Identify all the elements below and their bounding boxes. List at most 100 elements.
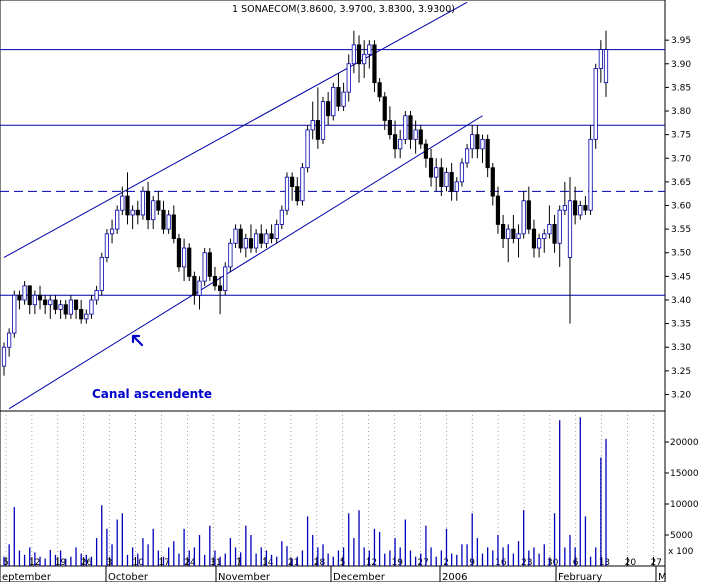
candle-up	[109, 228, 115, 235]
candle-down	[326, 101, 331, 117]
time-tick-label: 27	[417, 558, 428, 568]
price-tick-label: 3.35	[671, 320, 691, 330]
candle-down	[531, 228, 537, 249]
candle-up	[115, 209, 120, 230]
time-tick-label: 19	[392, 558, 404, 568]
time-tick-label: 20	[625, 558, 637, 568]
candle-up	[578, 205, 583, 216]
candle-down	[336, 86, 341, 107]
candle-up	[68, 299, 73, 315]
candle-up	[567, 200, 573, 258]
candle-up	[367, 44, 372, 55]
candle-down	[552, 223, 557, 244]
candle-up	[593, 68, 598, 140]
candle-up	[181, 247, 187, 268]
candle-up	[104, 233, 110, 258]
volume-scale-label: x 100	[668, 547, 694, 557]
time-tick-label: 16	[495, 558, 507, 568]
candle-down	[439, 167, 444, 188]
price-tick-label: 3.80	[671, 107, 691, 117]
time-tick-label: 13	[599, 558, 610, 568]
time-tick-label: 31	[210, 558, 221, 568]
candle-up	[464, 148, 470, 164]
candle-up	[537, 238, 542, 249]
candle-up	[243, 238, 248, 249]
candle-up	[48, 299, 53, 306]
candle-up	[413, 129, 418, 140]
annotation-label: Canal ascendente	[92, 387, 212, 401]
candle-up	[284, 176, 290, 211]
candle-down	[485, 138, 490, 169]
candle-down	[295, 186, 300, 202]
time-tick-label: 7	[236, 558, 242, 568]
candle-up	[94, 290, 99, 301]
candle-down	[171, 214, 176, 239]
candle-down	[428, 157, 434, 178]
time-tick-label: 24	[184, 558, 196, 568]
volume-axis: 5000 10000 15000 20000	[665, 438, 699, 541]
price-tick-label: 3.65	[671, 178, 691, 188]
candle-down	[290, 176, 295, 188]
candle-up	[120, 195, 125, 211]
month-label: February	[558, 572, 602, 582]
candle-up	[598, 49, 603, 69]
volume-tick-label: 20000	[670, 438, 699, 448]
price-tick-label: 3.40	[671, 296, 691, 306]
time-tick-label: 12	[366, 558, 377, 568]
candle-down	[73, 299, 79, 310]
candle-up	[562, 205, 567, 211]
time-tick-label: 21	[288, 558, 299, 568]
volume-panel	[0, 410, 666, 567]
time-tick-label: 3	[107, 558, 113, 568]
candle-up	[22, 285, 27, 301]
candle-down	[212, 275, 218, 287]
candle-down	[356, 44, 362, 65]
candle-up	[151, 200, 156, 221]
candle-down	[408, 115, 413, 140]
price-tick-label: 3.90	[671, 60, 691, 70]
candle-down	[53, 299, 58, 310]
candle-down	[392, 134, 398, 150]
time-tick-label: 6	[573, 558, 579, 568]
candle-down	[382, 96, 387, 121]
price-tick-label: 3.70	[671, 154, 691, 164]
candle-down	[372, 44, 377, 84]
candle-down	[218, 285, 223, 291]
month-label: December	[333, 572, 386, 582]
candle-up	[89, 299, 94, 315]
candle-down	[176, 238, 182, 268]
candle-up	[197, 280, 202, 296]
candle-up	[454, 181, 459, 192]
candle-down	[490, 167, 495, 197]
candle-down	[259, 233, 264, 244]
candle-up	[444, 172, 449, 188]
candle-up	[99, 257, 104, 291]
price-tick-label: 3.55	[671, 225, 691, 235]
candle-down	[187, 247, 192, 277]
month-label: 2006	[442, 572, 467, 582]
candle-down	[573, 200, 578, 216]
time-tick-label: 30	[547, 558, 559, 568]
price-tick-label: 3.75	[671, 131, 691, 141]
candle-up	[459, 162, 465, 183]
candle-down	[475, 134, 480, 150]
candle-up	[274, 223, 279, 239]
candle-up	[310, 120, 315, 131]
candle-down	[135, 209, 140, 216]
price-tick-label: 3.25	[671, 367, 691, 377]
candle-up	[305, 129, 310, 169]
chart-title: 1 SONAECOM(3.8600, 3.9700, 3.8300, 3.930…	[232, 4, 455, 15]
candle-up	[603, 49, 609, 84]
annotation-arrow	[131, 334, 144, 347]
candle-down	[248, 238, 254, 249]
candle-down	[145, 190, 151, 221]
candle-down	[423, 143, 429, 159]
candle-down	[27, 285, 32, 306]
candle-down	[418, 129, 423, 145]
volume-tick-label: 10000	[670, 500, 699, 510]
candle-up	[542, 233, 547, 239]
candle-up	[140, 190, 146, 216]
candle-up	[547, 223, 552, 235]
